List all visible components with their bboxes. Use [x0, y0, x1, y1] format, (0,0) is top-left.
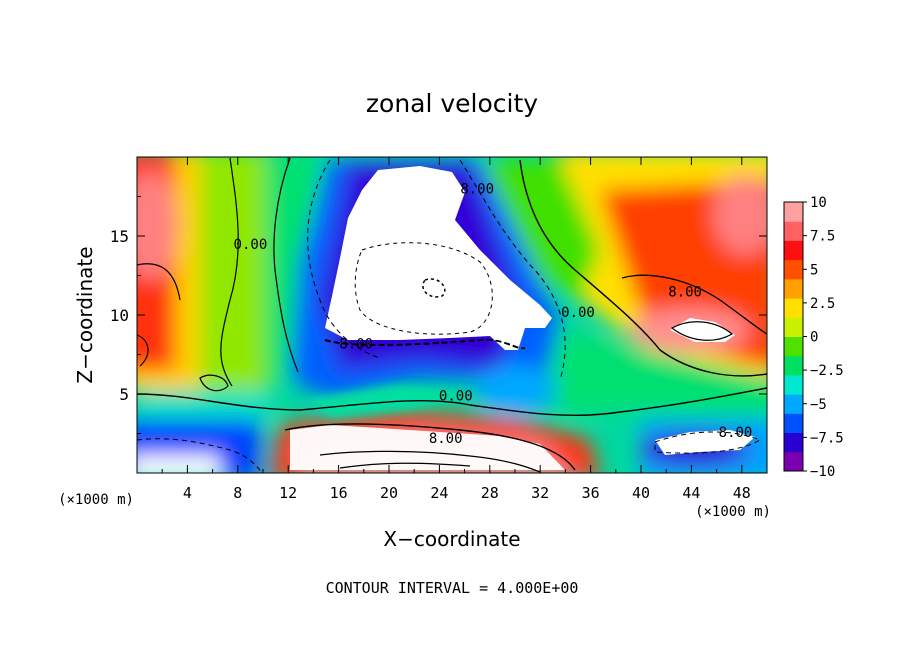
- colorbar-tick-label: −7.5: [810, 430, 844, 446]
- contour-label: 8.00: [339, 336, 373, 352]
- contour-interval-label: CONTOUR INTERVAL = 4.000E+00: [326, 579, 579, 597]
- colorbar-swatch: [784, 451, 803, 472]
- x-axis-label: X−coordinate: [383, 527, 520, 551]
- x-tick-label: 44: [682, 484, 700, 502]
- y-tick-label: 5: [119, 385, 129, 404]
- y-axis: 5 10 15: [110, 196, 767, 434]
- colorbar-tick-label: −10: [810, 464, 835, 480]
- x-tick-label: 4: [183, 484, 192, 502]
- contour-label: 0.00: [561, 305, 595, 321]
- colorbar-swatch: [784, 259, 803, 280]
- y-tick-label: 15: [110, 227, 129, 246]
- colorbar-tick-label: 2.5: [810, 296, 835, 312]
- x-tick-label: 20: [380, 484, 398, 502]
- colorbar-tick-label: −5: [810, 397, 827, 413]
- x-tick-label: 16: [330, 484, 348, 502]
- colorbar-swatch: [784, 221, 803, 241]
- contour-label: 8.00: [668, 284, 702, 300]
- y-tick-label: 10: [110, 306, 129, 325]
- chart-title: zonal velocity: [366, 89, 538, 118]
- contour-label: 0.00: [439, 389, 473, 405]
- colorbar-swatch: [784, 317, 803, 337]
- colorbar-tick-label: 0: [810, 330, 818, 346]
- colorbar-tick-label: 7.5: [810, 229, 835, 245]
- x-unit-label-right: (×1000 m): [695, 504, 771, 520]
- x-tick-label: 8: [233, 484, 242, 502]
- y-axis-label: Z−coordinate: [73, 246, 97, 383]
- colorbar-swatch: [784, 202, 803, 222]
- heatmap-field: [137, 157, 767, 473]
- contour-label: 8.00: [719, 425, 753, 441]
- colorbar-swatch: [784, 336, 803, 357]
- colorbar-swatch: [784, 432, 803, 453]
- colorbar-swatch: [784, 298, 803, 318]
- colorbar-swatch: [784, 278, 803, 299]
- colorbar-tick-label: 5: [810, 262, 818, 278]
- colorbar: 10 7.5 5 2.5 0 −2.5 −5 −7.5 −10: [783, 195, 844, 480]
- x-tick-label: 24: [430, 484, 448, 502]
- x-tick-label: 12: [279, 484, 297, 502]
- colorbar-swatch: [784, 240, 803, 261]
- colorbar-swatch: [784, 374, 803, 395]
- x-axis: 4 8 12 16 20 24 28 32 36 40 44 48: [161, 157, 751, 502]
- colorbar-tick-label: 10: [810, 195, 827, 211]
- colorbar-swatch: [784, 413, 803, 434]
- contour-labels: 0.00 0.00 0.00 8.00 8.00 8.00 8.00 8.00: [234, 182, 753, 448]
- x-tick-label: 32: [531, 484, 549, 502]
- x-tick-label: 40: [632, 484, 650, 502]
- x-tick-label: 28: [481, 484, 499, 502]
- x-tick-label: 36: [582, 484, 600, 502]
- contour-lines: [137, 157, 767, 473]
- x-tick-label: 48: [733, 484, 751, 502]
- contour-label: 8.00: [460, 182, 494, 198]
- contour-label: 8.00: [429, 431, 463, 447]
- colorbar-swatch: [784, 355, 803, 376]
- colorbar-tick-label: −2.5: [810, 363, 844, 379]
- colorbar-swatch: [784, 394, 803, 414]
- contour-label: 0.00: [234, 237, 268, 253]
- x-unit-label: (×1000 m): [58, 492, 134, 508]
